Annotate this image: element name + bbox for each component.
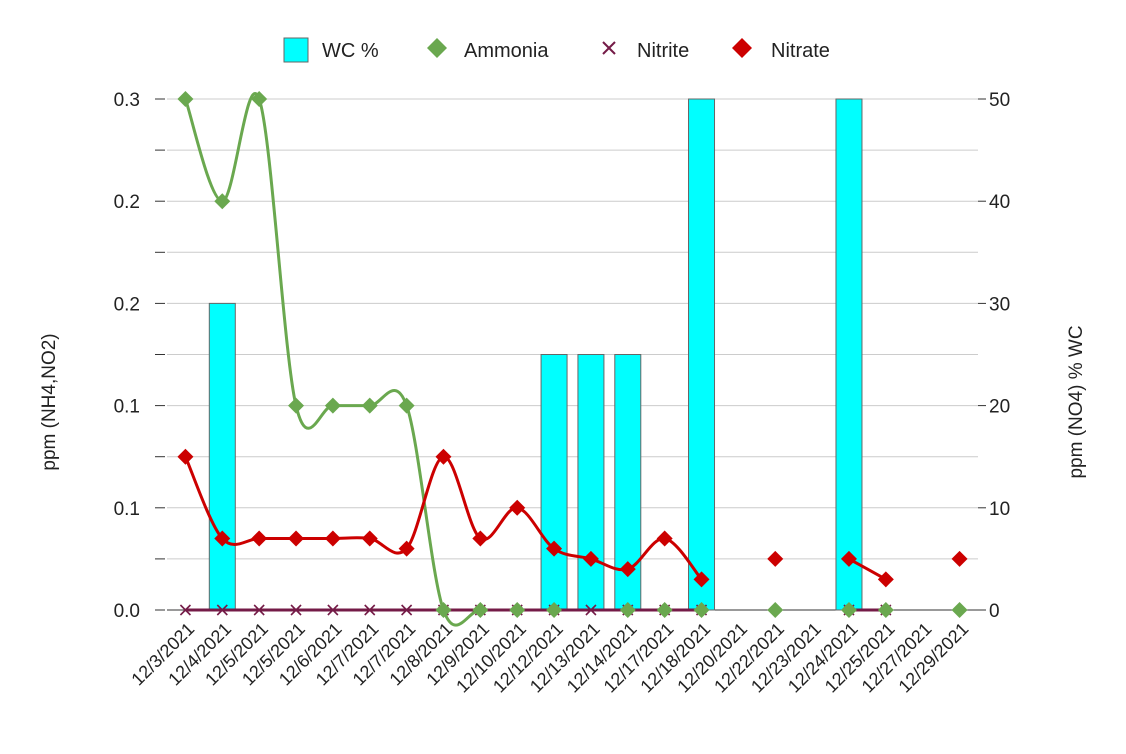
nitrate-point xyxy=(177,448,194,465)
right-tick-label: 0 xyxy=(989,601,1000,622)
nitrate-point xyxy=(582,550,599,567)
nitrate-point xyxy=(324,530,341,547)
left-tick-label: 0.0 xyxy=(114,601,140,622)
wc-bar xyxy=(688,98,716,611)
right-axis: 0 10 20 30 40 50 xyxy=(978,90,1010,622)
right-tick-label: 20 xyxy=(989,397,1010,418)
nitrate-point xyxy=(767,550,784,567)
right-axis-title: ppm (NO4) % WC xyxy=(1066,325,1087,478)
ammonia-point xyxy=(877,602,894,618)
nitrate-point xyxy=(693,571,710,588)
nitrite-point xyxy=(290,604,302,616)
wc-bar xyxy=(577,354,605,611)
legend-label-nitrite: Nitrite xyxy=(637,40,689,62)
left-tick-label: 0.3 xyxy=(114,90,140,111)
nitrate-point xyxy=(472,530,489,547)
nitrate-point xyxy=(251,530,268,547)
nitrate-point xyxy=(840,550,857,567)
nitrite-point xyxy=(216,604,228,616)
ammonia-point xyxy=(509,602,526,618)
ammonia-point xyxy=(435,602,452,618)
ammonia-point xyxy=(693,602,710,618)
left-tick-label: 0.1 xyxy=(114,499,140,520)
x-axis: 12/3/202112/4/202112/5/202112/5/202112/6… xyxy=(127,619,972,697)
series-lines xyxy=(184,92,887,627)
wc-bar xyxy=(540,354,568,611)
nitrate-point xyxy=(877,571,894,588)
legend-label-nitrate: Nitrate xyxy=(771,40,830,62)
left-tick-label: 0.2 xyxy=(114,192,140,213)
legend: WC % Ammonia Nitrite Nitrate xyxy=(283,37,830,63)
wc-bar xyxy=(208,302,236,611)
ammonia-point xyxy=(656,602,673,618)
ammonia-point xyxy=(472,602,489,618)
legend-label-ammonia: Ammonia xyxy=(464,40,549,62)
left-tick-label: 0.1 xyxy=(114,397,140,418)
nitrite-point xyxy=(364,604,376,616)
ammonia-point xyxy=(288,397,305,414)
series-markers xyxy=(177,91,968,618)
ammonia-point xyxy=(177,91,194,107)
nitrate-point xyxy=(361,530,378,547)
nitrate-point xyxy=(288,530,305,547)
legend-marker-ammonia xyxy=(427,38,447,58)
nitrate-point xyxy=(509,499,526,516)
ammonia-point xyxy=(214,193,231,210)
ammonia-point xyxy=(840,602,857,618)
ammonia-point xyxy=(767,602,784,618)
nitrate-point xyxy=(951,550,968,567)
right-tick-label: 10 xyxy=(989,499,1010,520)
nitrate-point xyxy=(656,530,673,547)
left-axis-title: ppm (NH4,NO2) xyxy=(39,333,60,470)
ammonia-point xyxy=(951,602,968,618)
nitrite-point xyxy=(327,604,339,616)
legend-swatch-wc xyxy=(283,37,309,63)
ammonia-point xyxy=(324,397,341,414)
nitrate-point xyxy=(546,540,563,557)
right-tick-label: 30 xyxy=(989,294,1010,315)
nitrite-point xyxy=(585,604,597,616)
ammonia-point xyxy=(619,602,636,618)
nitrate-point xyxy=(435,448,452,465)
nitrite-point xyxy=(179,604,191,616)
nitrate-point xyxy=(214,530,231,547)
nitrate-point xyxy=(398,540,415,557)
wc-bar xyxy=(835,98,863,611)
left-axis: 0.0 0.1 0.1 0.2 0.2 0.3 xyxy=(114,90,165,622)
right-tick-label: 50 xyxy=(989,90,1010,111)
ammonia-point xyxy=(361,397,378,414)
nitrite-point xyxy=(253,604,265,616)
left-tick-label: 0.2 xyxy=(114,294,140,315)
ammonia-point xyxy=(398,397,415,414)
right-tick-label: 40 xyxy=(989,192,1010,213)
nitrite-point xyxy=(401,604,413,616)
legend-marker-nitrite xyxy=(602,41,616,55)
legend-marker-nitrate xyxy=(732,38,752,58)
nitrate-point xyxy=(619,561,636,578)
ammonia-point xyxy=(546,602,563,618)
legend-label-wc: WC % xyxy=(322,40,379,62)
ammonia-point xyxy=(251,91,268,107)
